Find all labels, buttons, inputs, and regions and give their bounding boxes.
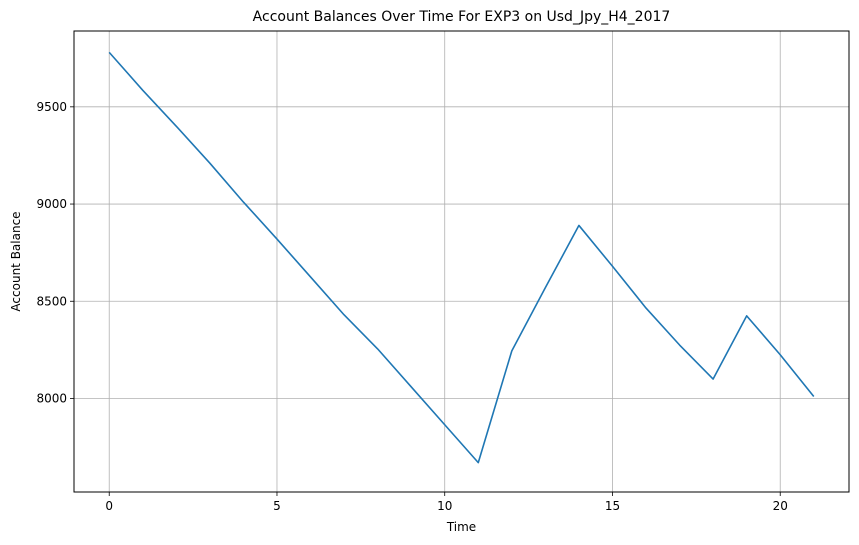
series-line xyxy=(108,51,815,464)
gridlines xyxy=(74,31,849,492)
x-axis-ticks: 0 5 10 15 20 xyxy=(105,492,788,513)
x-tick-label: 0 xyxy=(105,499,113,513)
x-axis-label: Time xyxy=(446,520,476,534)
chart-title: Account Balances Over Time For EXP3 on U… xyxy=(253,9,671,25)
y-tick-label: 9500 xyxy=(36,100,67,114)
plot-frame xyxy=(73,30,850,493)
x-tick-label: 20 xyxy=(773,499,788,513)
y-tick-label: 8000 xyxy=(36,391,67,405)
y-tick-label: 9000 xyxy=(36,197,67,211)
y-axis-label: Account Balance xyxy=(9,211,23,311)
x-tick-label: 15 xyxy=(605,499,620,513)
y-axis-ticks: 8000 8500 9000 9500 xyxy=(36,100,74,405)
y-tick-label: 8500 xyxy=(36,294,67,308)
x-tick-label: 10 xyxy=(437,499,452,513)
x-tick-label: 5 xyxy=(273,499,281,513)
plot-lines xyxy=(108,51,815,464)
